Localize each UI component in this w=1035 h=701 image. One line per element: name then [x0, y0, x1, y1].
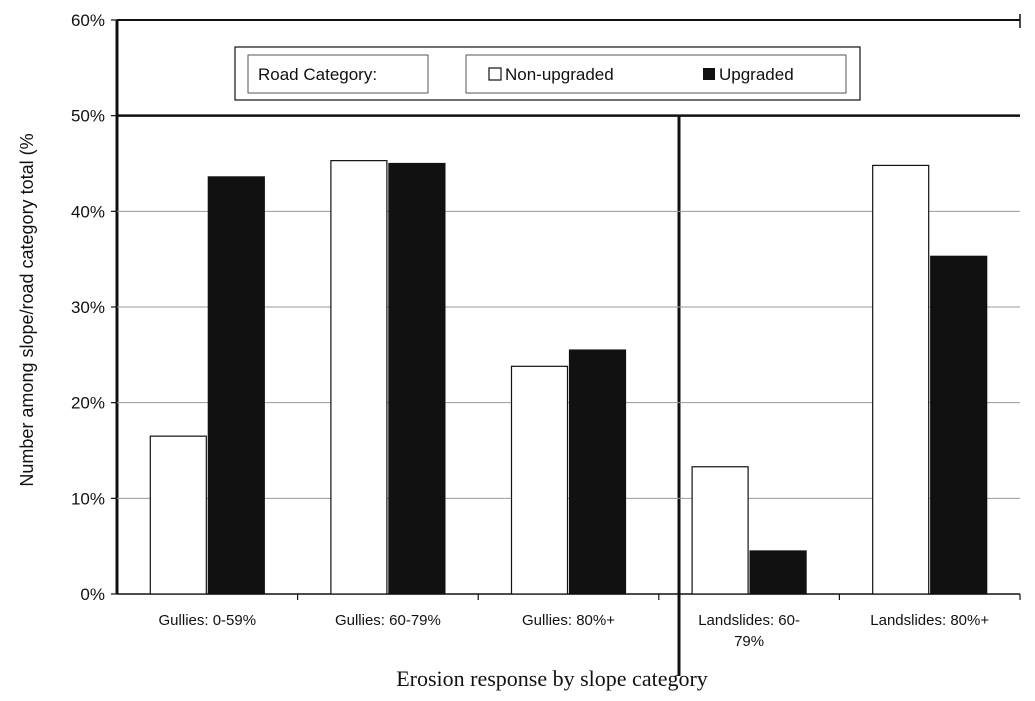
bar-non-upgraded [330, 160, 388, 595]
x-tick-label: Gullies: 0-59% [159, 612, 257, 629]
bar-upgraded [207, 176, 265, 595]
y-tick-label: 40% [71, 202, 105, 221]
x-axis-title: Erosion response by slope category [396, 666, 708, 691]
legend-label-upgraded: Upgraded [719, 65, 794, 84]
y-tick-label: 0% [80, 585, 105, 604]
y-tick-label: 60% [71, 11, 105, 30]
legend-title: Road Category: [258, 65, 377, 84]
x-tick-label: Gullies: 60-79% [335, 612, 441, 629]
x-tick-label: Gullies: 80%+ [522, 612, 615, 629]
bar-non-upgraded [872, 164, 930, 595]
bar-upgraded [388, 162, 446, 595]
bar-non-upgraded [691, 466, 749, 595]
x-tick-label: Landslides: 80%+ [870, 612, 989, 629]
y-tick-label: 10% [71, 489, 105, 508]
y-axis-title: Number among slope/road category total (… [17, 133, 37, 486]
legend-swatch-non-upgraded [488, 67, 502, 81]
bar-upgraded [930, 255, 988, 595]
bar-upgraded [749, 550, 807, 595]
legend-title-box [247, 54, 429, 94]
bar-upgraded [568, 349, 627, 595]
legend: Road Category: Non-upgraded Upgraded [234, 46, 861, 101]
y-tick-label: 50% [71, 107, 105, 126]
legend-swatch-upgraded [703, 68, 715, 80]
legend-label-non-upgraded: Non-upgraded [505, 65, 614, 84]
x-tick-label: 79% [734, 633, 764, 650]
bar-non-upgraded [149, 435, 207, 595]
y-tick-label: 20% [71, 394, 105, 413]
legend-series-box [465, 54, 847, 94]
y-tick-label: 30% [71, 298, 105, 317]
x-tick-label: Landslides: 60- [698, 612, 800, 629]
bar-non-upgraded [510, 365, 569, 595]
